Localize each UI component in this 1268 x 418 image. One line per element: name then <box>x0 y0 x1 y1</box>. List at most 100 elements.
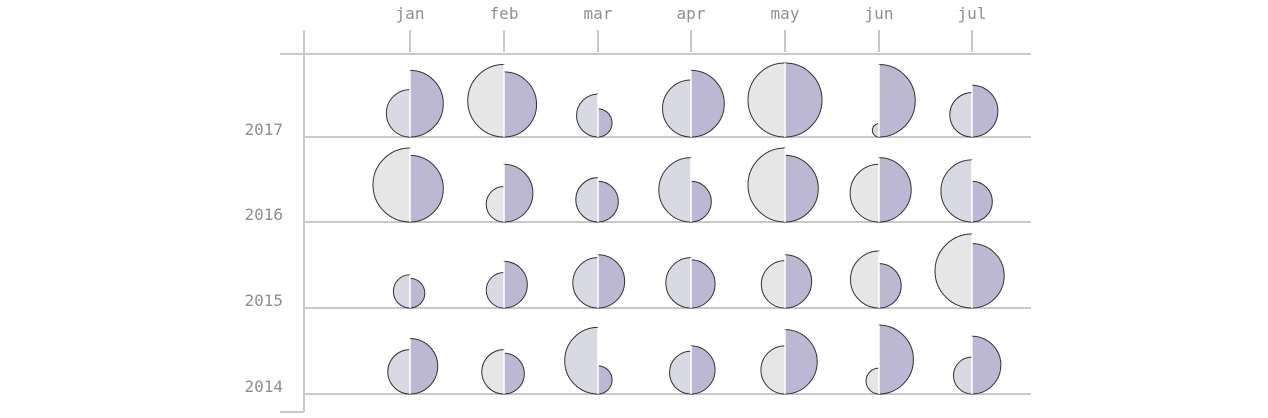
right-half <box>878 324 914 395</box>
right-half <box>878 263 902 309</box>
cell-2017-may <box>747 62 823 138</box>
right-half <box>784 329 818 395</box>
right-half <box>971 335 1002 395</box>
month-label-mar: mar <box>584 4 613 23</box>
year-labels: 2017 2016 2015 2014 <box>244 120 283 396</box>
cell-2016-jul <box>940 159 993 223</box>
right-half <box>503 163 534 223</box>
right-half <box>878 63 916 138</box>
right-half <box>503 71 538 138</box>
left-half <box>576 93 599 138</box>
cell-2017-jan <box>385 69 444 138</box>
left-half <box>953 356 973 395</box>
right-half <box>971 243 1005 309</box>
cell-2016-may <box>747 147 819 223</box>
year-label-2015: 2015 <box>244 291 283 310</box>
left-half <box>760 345 786 395</box>
left-half <box>481 349 505 395</box>
left-half <box>467 63 505 138</box>
cell-2016-apr <box>658 157 712 223</box>
left-half <box>485 185 505 223</box>
month-labels: jan feb mar apr may jun jul <box>396 4 987 52</box>
left-half <box>747 62 786 138</box>
right-half <box>503 260 528 309</box>
right-half <box>784 154 819 223</box>
right-half <box>409 154 444 223</box>
cell-2014-jun <box>865 324 914 395</box>
right-half <box>784 254 813 309</box>
left-half <box>865 367 880 395</box>
cell-2015-may <box>760 254 813 309</box>
cell-2016-jun <box>849 157 912 223</box>
cell-2014-feb <box>481 349 525 395</box>
left-half <box>392 274 411 309</box>
left-half <box>760 260 786 309</box>
cell-2017-feb <box>467 63 538 138</box>
left-half <box>949 92 973 138</box>
left-half <box>372 147 411 223</box>
right-half <box>690 259 716 309</box>
cell-2016-jan <box>372 147 444 223</box>
left-half <box>665 257 692 309</box>
year-label-2017: 2017 <box>244 120 283 139</box>
cell-2017-apr <box>662 69 725 138</box>
right-half <box>971 180 993 223</box>
left-half <box>871 123 880 138</box>
month-label-may: may <box>771 4 800 23</box>
right-half <box>409 69 444 138</box>
right-half <box>690 180 712 223</box>
right-half <box>690 69 725 138</box>
month-label-jun: jun <box>865 4 894 23</box>
right-half <box>409 337 439 395</box>
left-half <box>485 271 505 309</box>
right-half <box>597 108 613 138</box>
left-half <box>575 177 599 223</box>
cell-2015-apr <box>665 257 716 309</box>
right-half <box>690 345 716 395</box>
cell-2016-mar <box>575 177 619 223</box>
cell-2014-jul <box>953 335 1002 395</box>
right-half <box>971 84 999 138</box>
left-half <box>850 250 880 309</box>
month-label-jan: jan <box>396 4 425 23</box>
chart-marks <box>372 62 1005 395</box>
cell-2014-may <box>760 329 818 395</box>
cell-2017-mar <box>576 93 613 138</box>
cell-2014-apr <box>669 345 716 395</box>
left-half <box>940 159 973 223</box>
year-label-2014: 2014 <box>244 377 283 396</box>
right-half <box>597 180 619 223</box>
right-half <box>597 254 626 309</box>
left-half <box>564 326 599 395</box>
left-half <box>658 157 692 223</box>
left-half <box>849 163 880 223</box>
right-half <box>878 157 912 223</box>
cell-2015-jun <box>850 250 902 309</box>
cell-2015-mar <box>572 254 626 309</box>
right-half <box>784 62 823 138</box>
month-label-jul: jul <box>958 4 987 23</box>
cell-2016-feb <box>485 163 534 223</box>
cell-2017-jun <box>871 63 916 138</box>
left-half <box>572 257 599 309</box>
left-half <box>662 79 692 138</box>
left-half <box>669 350 692 395</box>
cell-2017-jul <box>949 84 999 138</box>
month-label-apr: apr <box>677 4 706 23</box>
right-half <box>409 277 426 309</box>
right-half <box>503 352 525 395</box>
cell-2014-jan <box>387 337 439 395</box>
cell-2015-jul <box>934 233 1005 309</box>
cell-2015-jan <box>392 274 426 309</box>
left-half <box>387 349 411 395</box>
chart-axes <box>280 30 1031 413</box>
left-half <box>385 89 411 138</box>
left-half <box>934 233 973 309</box>
cell-2015-feb <box>485 260 528 309</box>
right-half <box>597 365 613 395</box>
left-half <box>747 147 786 223</box>
year-label-2016: 2016 <box>244 205 283 224</box>
cell-2014-mar <box>564 326 613 395</box>
month-label-feb: feb <box>490 4 519 23</box>
